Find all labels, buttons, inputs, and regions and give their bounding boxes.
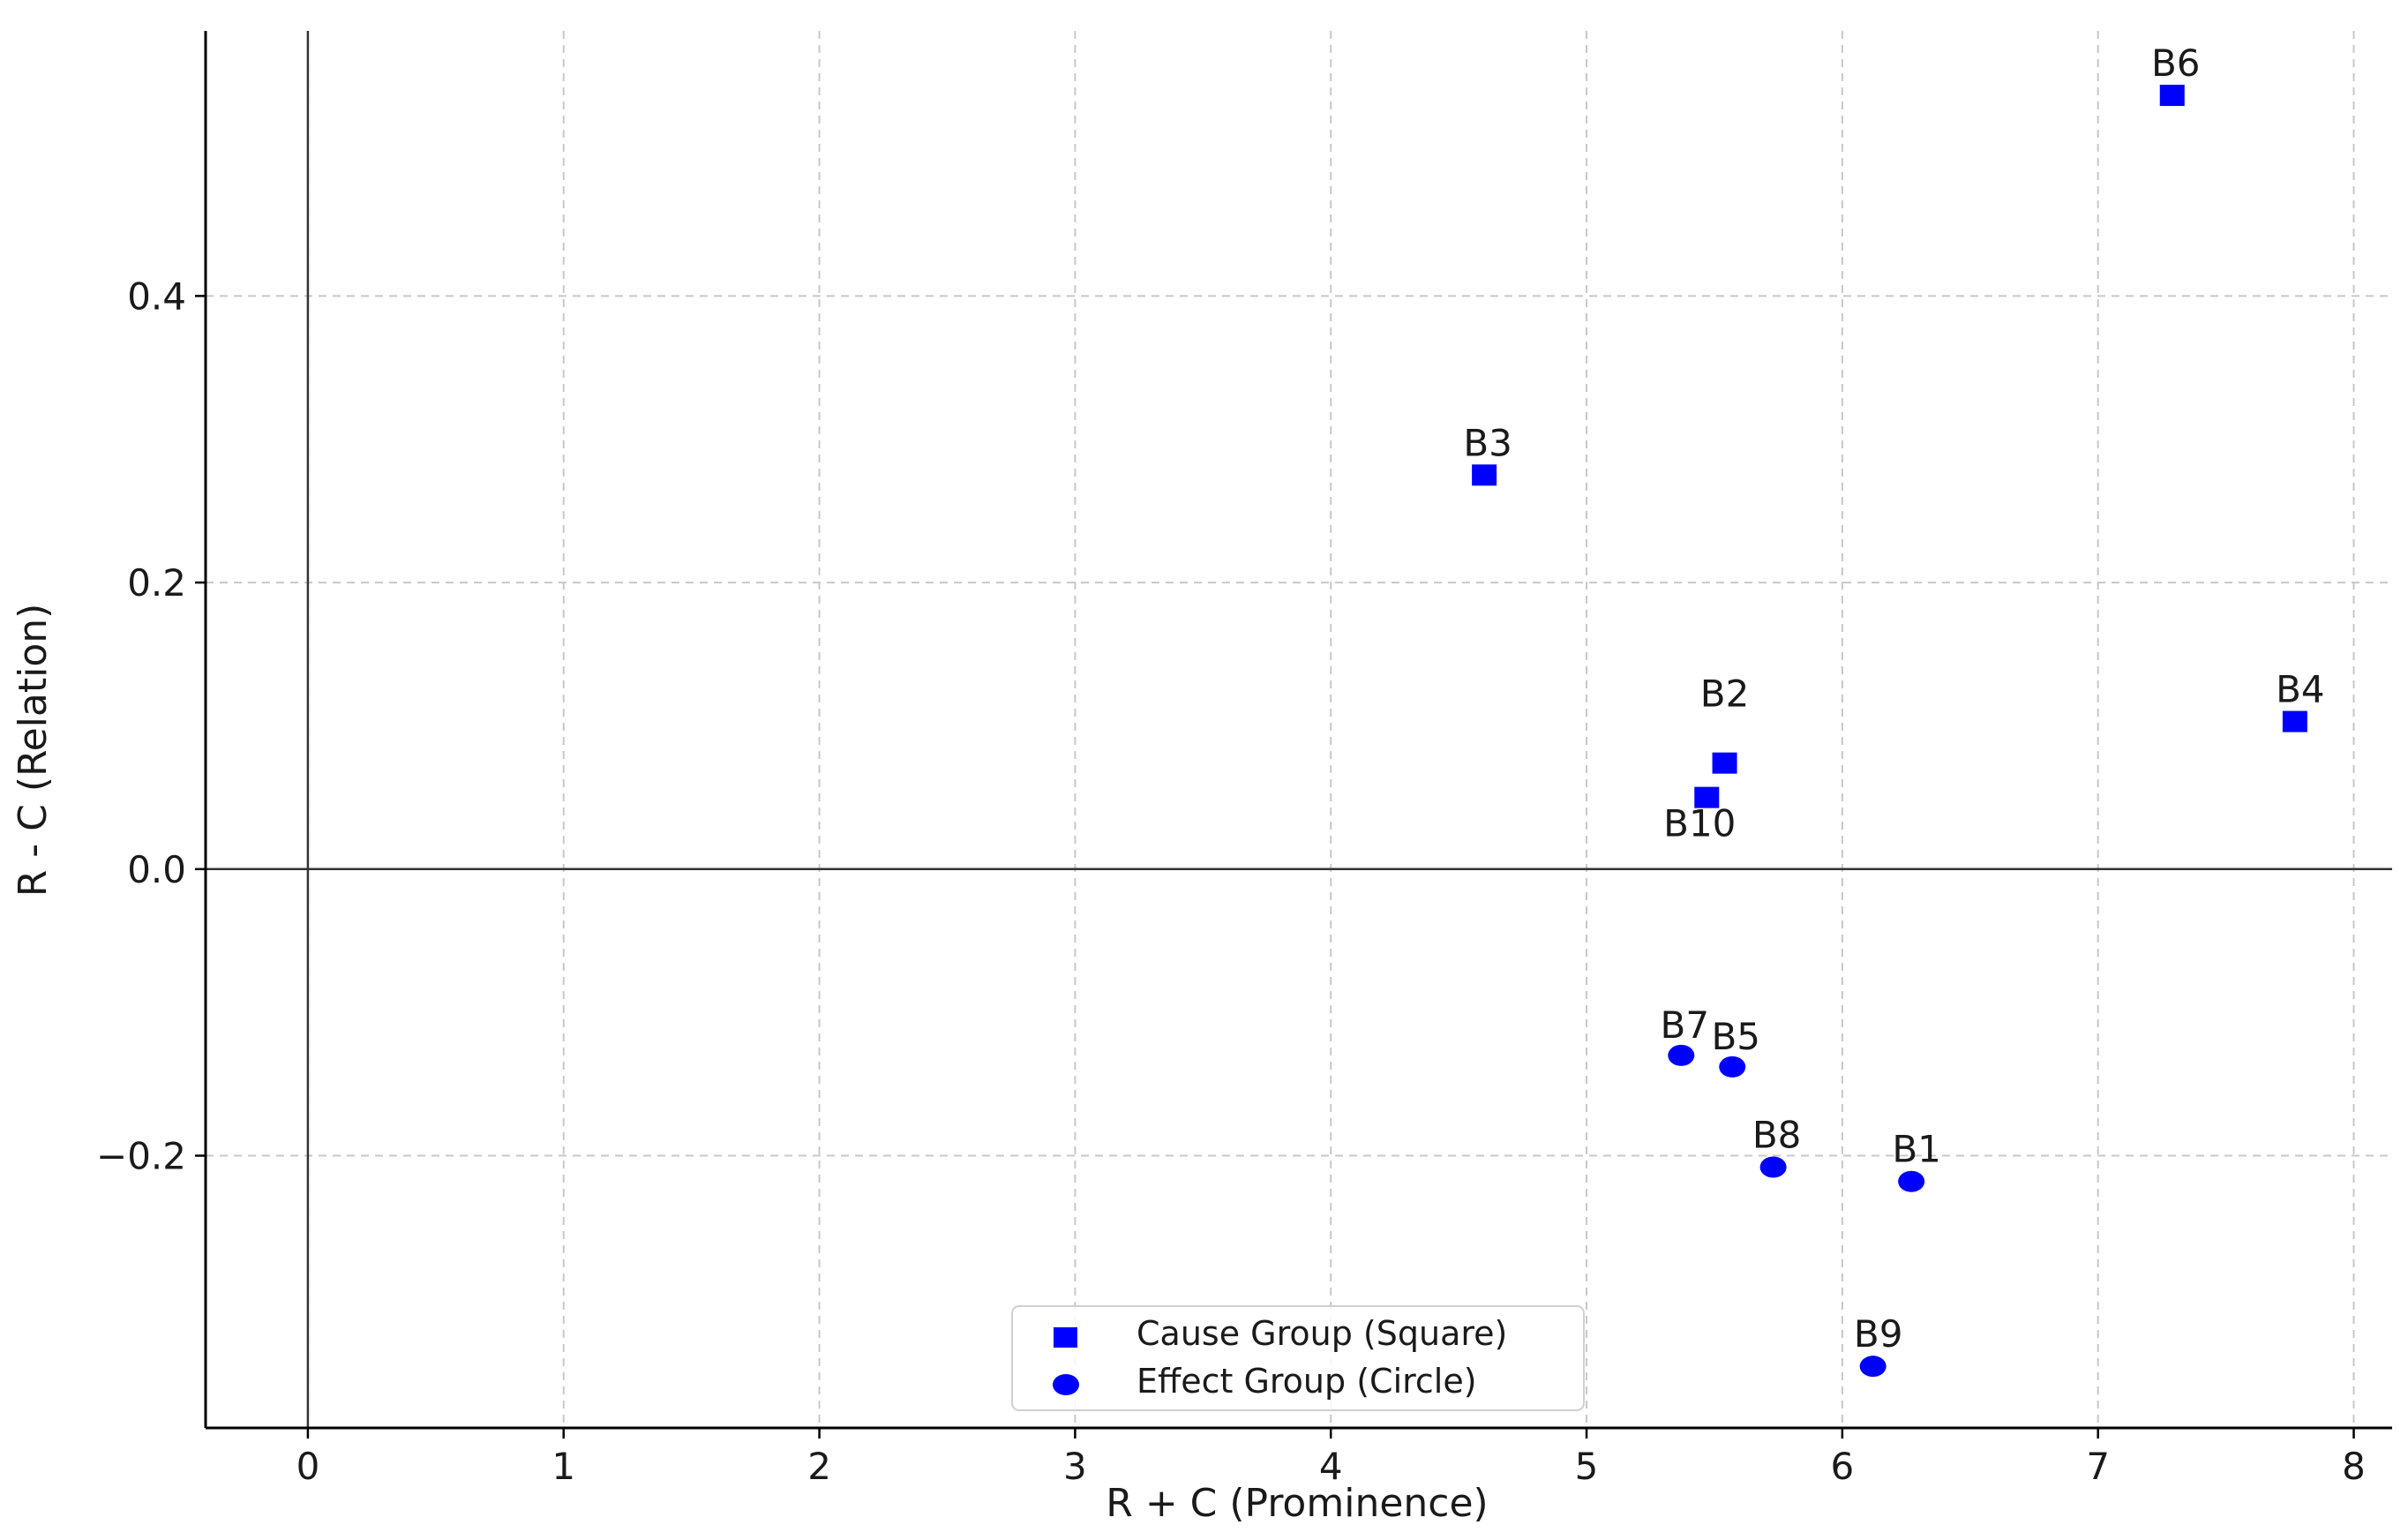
y-axis-title: R - C (Relation) bbox=[11, 604, 56, 898]
point-labels: B6 B3 B4 B2 B10 B7 B5 B8 B1 B9 bbox=[1463, 41, 2324, 1356]
x-tick-label: 3 bbox=[1063, 1445, 1087, 1488]
legend-circle-marker bbox=[1053, 1374, 1079, 1395]
circle-marker-b7 bbox=[1668, 1044, 1695, 1066]
legend-square-marker bbox=[1054, 1327, 1077, 1348]
y-tick-label: 0.2 bbox=[127, 561, 186, 605]
circle-marker-b5 bbox=[1719, 1055, 1746, 1078]
x-tick-label: 6 bbox=[1831, 1445, 1855, 1488]
point-label-b1: B1 bbox=[1892, 1128, 1941, 1171]
point-label-b7: B7 bbox=[1661, 1003, 1710, 1047]
x-tick-label: 2 bbox=[807, 1445, 831, 1488]
x-tick-label: 4 bbox=[1319, 1445, 1343, 1488]
y-tick-label: −0.2 bbox=[96, 1135, 186, 1178]
point-label-b8: B8 bbox=[1752, 1114, 1802, 1157]
tick-labels: 0 1 2 3 4 5 6 7 8 −0.2 0.0 0.2 0.4 bbox=[96, 274, 2366, 1488]
square-marker-b10 bbox=[1694, 786, 1720, 808]
data-points bbox=[1472, 85, 2307, 1378]
x-tick-label: 0 bbox=[296, 1445, 320, 1488]
circle-marker-b8 bbox=[1759, 1156, 1787, 1178]
grid bbox=[206, 31, 2392, 1428]
legend-label-effect: Effect Group (Circle) bbox=[1136, 1362, 1477, 1401]
point-label-b3: B3 bbox=[1463, 421, 1512, 464]
legend-box bbox=[1011, 1305, 1585, 1411]
x-tick-label: 7 bbox=[2086, 1445, 2110, 1488]
circle-marker-b9 bbox=[1859, 1356, 1887, 1378]
circle-marker-b1 bbox=[1898, 1170, 1925, 1192]
axes-spines bbox=[204, 31, 2392, 1430]
point-label-b5: B5 bbox=[1711, 1015, 1760, 1058]
legend-label-cause: Cause Group (Square) bbox=[1136, 1314, 1507, 1353]
x-axis-title: R + C (Prominence) bbox=[1106, 1481, 1488, 1526]
legend: Cause Group (Square) Effect Group (Circl… bbox=[1011, 1305, 1585, 1411]
point-label-b10: B10 bbox=[1663, 802, 1736, 845]
square-marker-b6 bbox=[2159, 85, 2185, 107]
x-tick-label: 8 bbox=[2342, 1445, 2366, 1488]
square-marker-b4 bbox=[2282, 710, 2307, 732]
y-tick-label: 0.0 bbox=[127, 848, 186, 891]
point-label-b6: B6 bbox=[2151, 41, 2201, 85]
x-tick-label: 5 bbox=[1575, 1445, 1599, 1488]
point-label-b2: B2 bbox=[1700, 672, 1750, 716]
point-label-b9: B9 bbox=[1854, 1312, 1903, 1356]
square-marker-b3 bbox=[1472, 464, 1497, 486]
square-marker-b2 bbox=[1712, 752, 1737, 774]
point-label-b4: B4 bbox=[2276, 668, 2325, 711]
y-tick-label: 0.4 bbox=[127, 274, 186, 318]
x-tick-label: 1 bbox=[551, 1445, 575, 1488]
reference-lines bbox=[206, 31, 2392, 1428]
